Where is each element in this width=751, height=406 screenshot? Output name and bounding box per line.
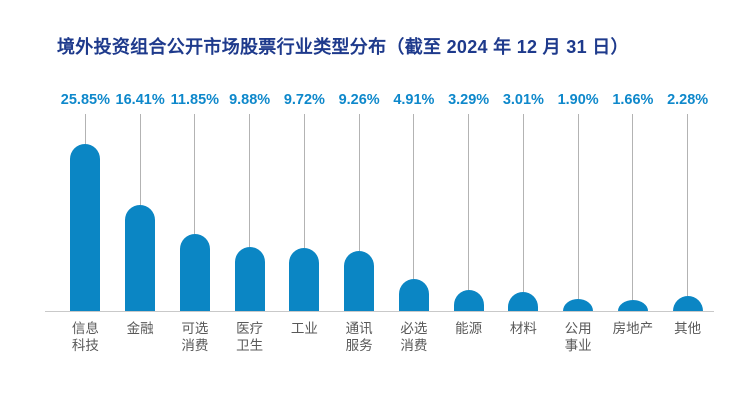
leader-line: [577, 114, 579, 299]
value-label: 9.72%: [283, 92, 325, 108]
bar: [234, 247, 265, 311]
category-label: 可选 消费: [181, 321, 209, 353]
leader-line: [358, 114, 360, 251]
bar: [453, 290, 484, 311]
chart-column: 1.90% 公用 事业: [551, 92, 606, 354]
category-label: 金融: [126, 321, 154, 336]
category-label: 通讯 服务: [345, 321, 373, 353]
value-label: 11.85%: [170, 92, 220, 108]
value-label: 25.85%: [60, 92, 110, 108]
chart-column: 4.91% 必选 消费: [387, 92, 442, 354]
value-label: 2.28%: [667, 92, 709, 108]
bar: [563, 299, 594, 311]
bar-cell: [453, 114, 484, 311]
leader-line: [194, 114, 196, 234]
chart-column: 16.41% 金融: [113, 92, 168, 354]
chart-column: 9.26% 通讯 服务: [332, 92, 387, 354]
bar-cell: [398, 114, 429, 311]
leader-line: [522, 114, 524, 292]
bar: [672, 296, 703, 311]
bar: [508, 292, 539, 311]
chart-column: 2.28% 其他: [660, 92, 715, 354]
bar-cell: [617, 114, 648, 311]
chart-column: 1.66% 房地产: [606, 92, 661, 354]
leader-line: [632, 114, 634, 300]
category-label: 必选 消费: [400, 321, 428, 353]
bar-cell: [125, 114, 156, 311]
value-label: 9.26%: [338, 92, 380, 108]
category-label: 材料: [509, 321, 537, 336]
value-label: 1.90%: [557, 92, 599, 108]
bar-chart: 25.85% 信息 科技 16.41% 金融 11.85% 可选 消费 9.88% 医疗 卫生…: [58, 92, 715, 354]
bar: [289, 248, 320, 311]
value-label: 3.01%: [502, 92, 544, 108]
category-label: 信息 科技: [71, 321, 99, 353]
chart-column: 9.72% 工业: [277, 92, 332, 354]
leader-line: [84, 114, 86, 144]
chart-column: 11.85% 可选 消费: [168, 92, 223, 354]
chart-column: 25.85% 信息 科技: [58, 92, 113, 354]
bar: [179, 234, 210, 311]
chart-column: 3.01% 材料: [496, 92, 551, 354]
bar: [617, 300, 648, 311]
bar-cell: [344, 114, 375, 311]
leader-line: [139, 114, 141, 205]
value-label: 4.91%: [393, 92, 435, 108]
chart-title: 境外投资组合公开市场股票行业类型分布（截至 2024 年 12 月 31 日）: [57, 37, 629, 57]
category-label: 房地产: [612, 321, 654, 336]
bar-cell: [508, 114, 539, 311]
category-label: 能源: [455, 321, 483, 336]
value-label: 3.29%: [448, 92, 490, 108]
bar: [70, 144, 101, 311]
value-label: 1.66%: [612, 92, 654, 108]
value-label: 9.88%: [229, 92, 271, 108]
bar-cell: [563, 114, 594, 311]
x-axis-line: [45, 311, 714, 312]
chart-column: 9.88% 医疗 卫生: [222, 92, 277, 354]
bar-cell: [234, 114, 265, 311]
bar: [344, 251, 375, 311]
bar: [125, 205, 156, 311]
leader-line: [303, 114, 305, 248]
bar-cell: [70, 114, 101, 311]
leader-line: [468, 114, 470, 290]
category-label: 医疗 卫生: [236, 321, 264, 353]
category-label: 公用 事业: [564, 321, 592, 353]
leader-line: [687, 114, 689, 296]
bar-cell: [289, 114, 320, 311]
category-label: 工业: [290, 321, 318, 336]
category-label: 其他: [674, 321, 702, 336]
bar-cell: [672, 114, 703, 311]
bar: [398, 279, 429, 311]
bar-cell: [179, 114, 210, 311]
value-label: 16.41%: [115, 92, 165, 108]
leader-line: [249, 114, 251, 247]
chart-column: 3.29% 能源: [441, 92, 496, 354]
leader-line: [413, 114, 415, 279]
